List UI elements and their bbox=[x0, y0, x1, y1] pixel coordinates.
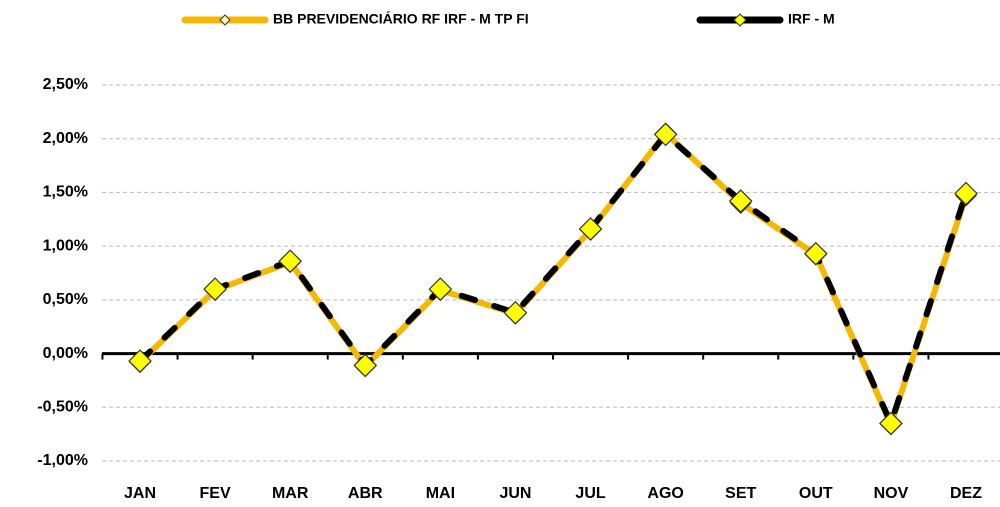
marker bbox=[428, 277, 453, 301]
legend-marker bbox=[219, 14, 231, 26]
y-tick-label: 1,00% bbox=[43, 237, 88, 254]
x-tick-label: MAI bbox=[426, 485, 455, 502]
marker bbox=[803, 241, 828, 266]
x-tick-label: DEZ bbox=[950, 485, 982, 502]
x-tick-label: OUT bbox=[799, 485, 833, 502]
x-tick-label: ABR bbox=[348, 485, 383, 502]
y-tick-label: 0,00% bbox=[43, 345, 88, 362]
y-tick-label: 2,50% bbox=[43, 76, 88, 93]
y-tick-label: 0,50% bbox=[43, 291, 88, 308]
x-tick-label: AGO bbox=[647, 485, 683, 502]
y-tick-label: 1,50% bbox=[43, 184, 88, 201]
marker bbox=[653, 122, 678, 147]
x-tick-label: SET bbox=[725, 485, 756, 502]
x-tick-label: MAR bbox=[272, 485, 309, 502]
legend-label: BB PREVIDENCIÁRIO RF IRF - M TP FI bbox=[273, 11, 529, 27]
x-tick-label: JUN bbox=[499, 485, 531, 502]
legend-label: IRF - M bbox=[788, 11, 835, 27]
marker bbox=[879, 411, 903, 436]
marker bbox=[503, 300, 528, 325]
y-tick-label: 2,00% bbox=[43, 130, 88, 147]
series-line bbox=[137, 131, 969, 427]
marker bbox=[128, 349, 152, 373]
y-tick-label: -1,00% bbox=[37, 452, 88, 469]
marker bbox=[728, 189, 753, 213]
y-tick-label: -0,50% bbox=[37, 399, 88, 416]
marker bbox=[954, 181, 978, 206]
marker bbox=[578, 217, 603, 241]
legend-marker bbox=[733, 13, 747, 27]
x-tick-label: NOV bbox=[874, 485, 909, 502]
marker bbox=[203, 277, 227, 301]
x-tick-label: JAN bbox=[124, 485, 156, 502]
marker bbox=[278, 249, 303, 274]
marker bbox=[353, 353, 378, 378]
series-line bbox=[137, 130, 969, 428]
x-tick-label: JUL bbox=[575, 485, 605, 502]
x-tick-label: FEV bbox=[200, 485, 231, 502]
